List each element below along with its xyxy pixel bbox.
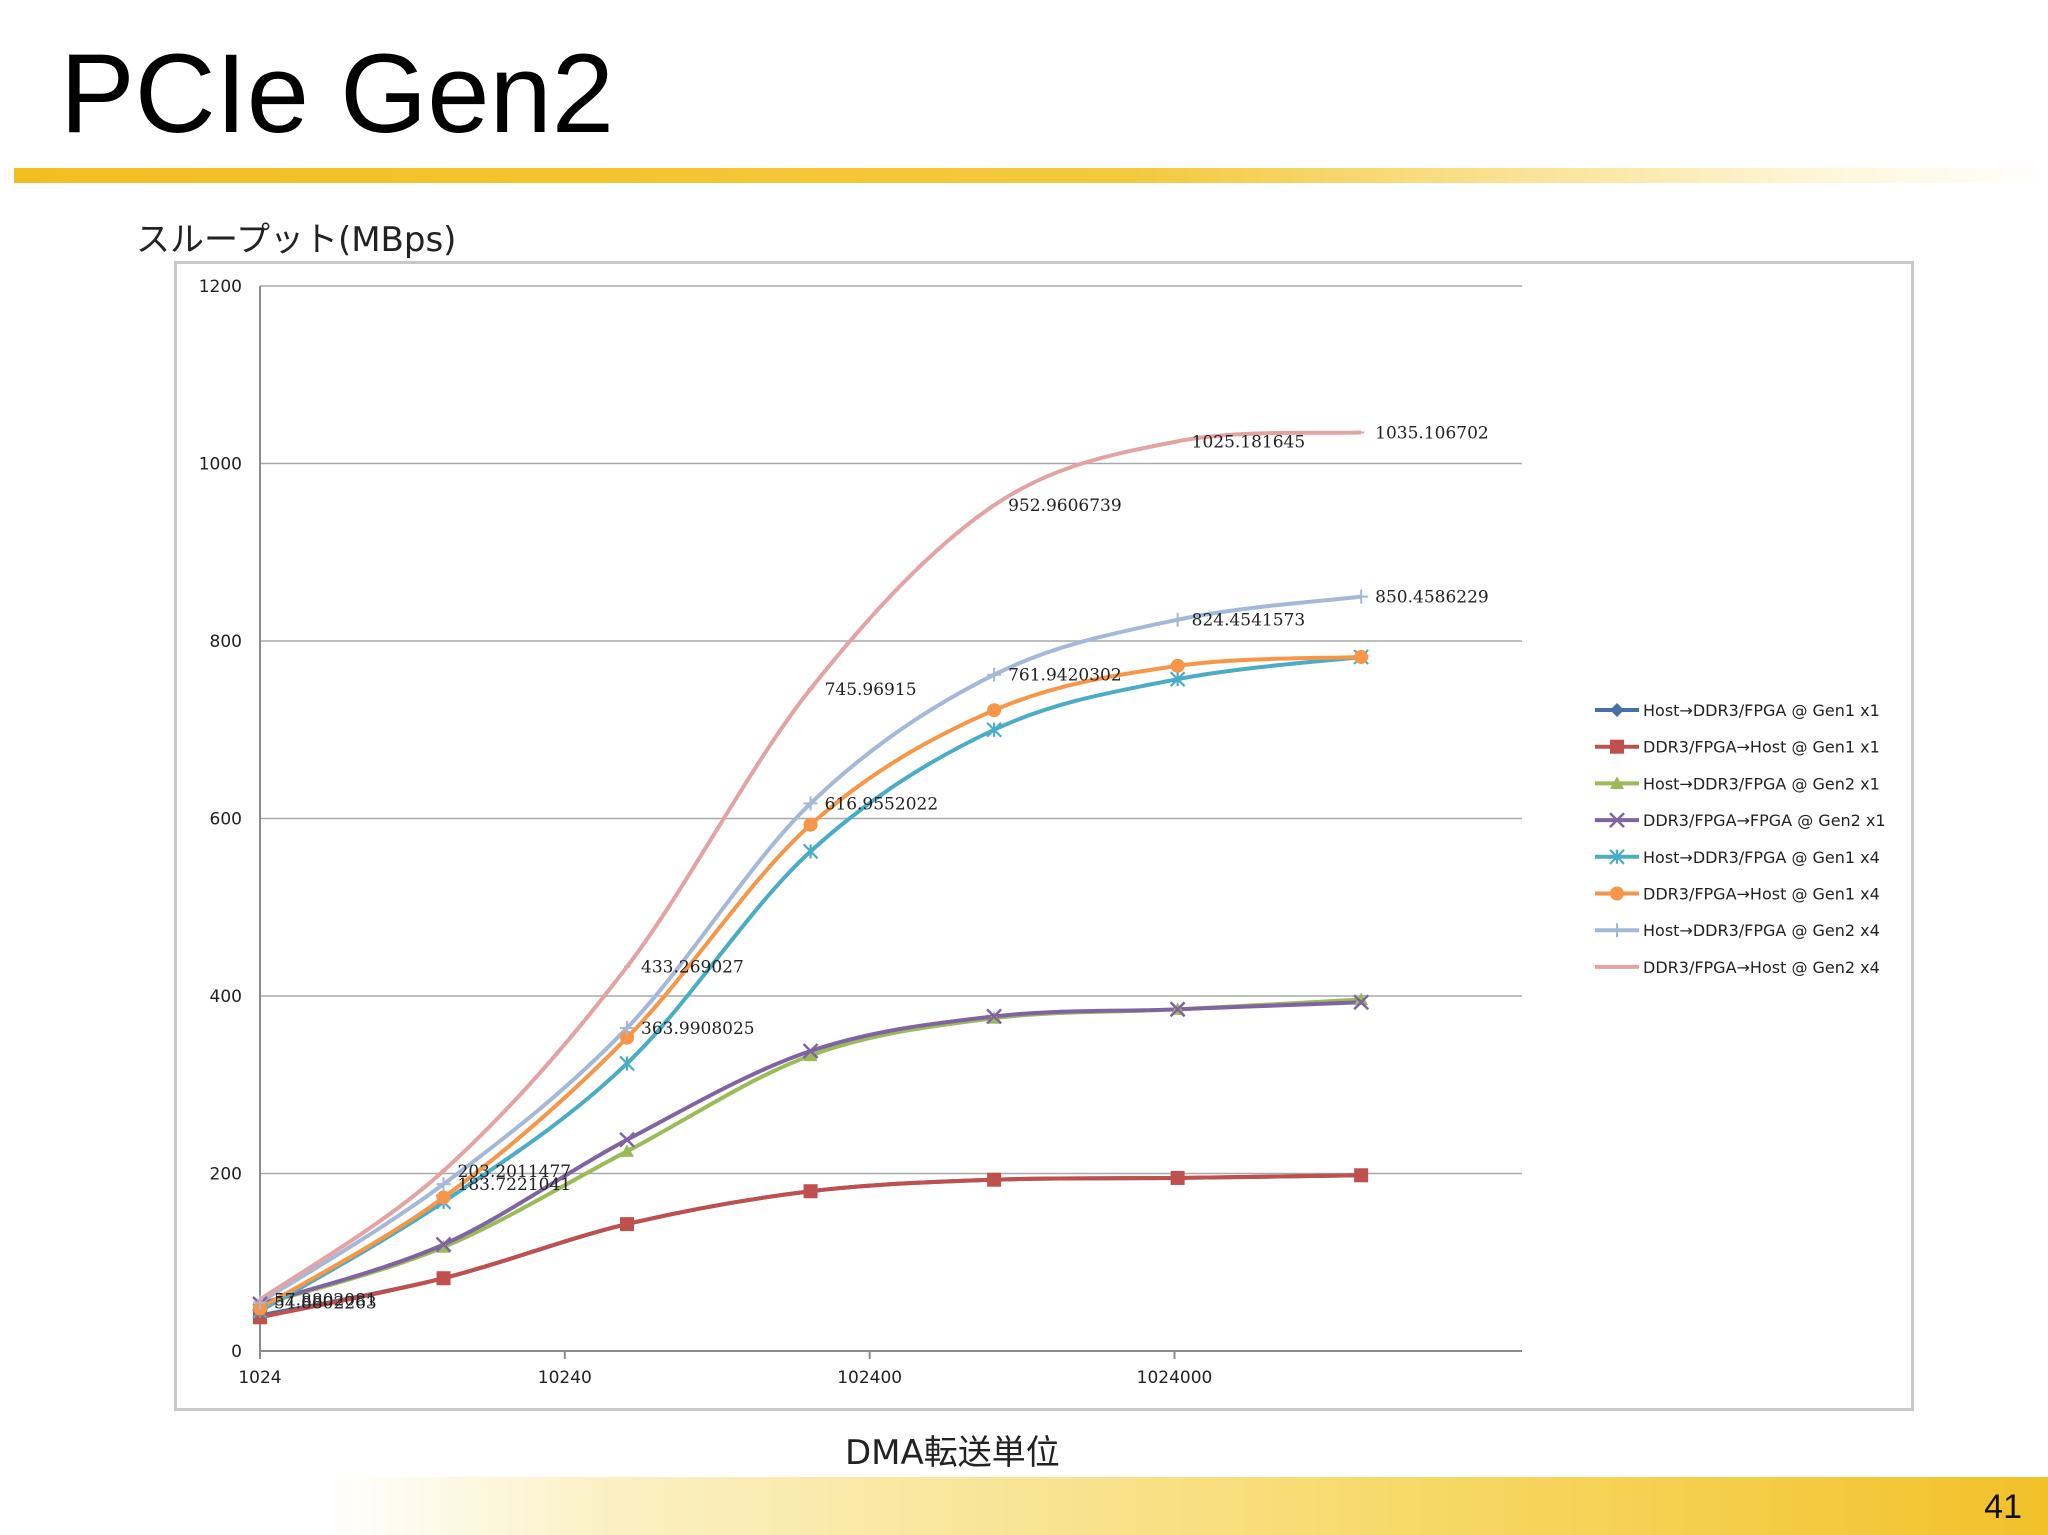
legend-marker [1609,849,1625,865]
series-line [258,654,1362,1313]
data-label: 433.269027 [641,958,744,978]
data-point [1354,649,1369,664]
data-point [987,667,1002,682]
x-tick-label: 10240 [538,1368,592,1388]
data-point [620,1144,635,1157]
legend-marker [1610,776,1624,789]
legend-marker [1609,812,1625,828]
data-point [435,1236,452,1253]
data-point [986,1008,1002,1025]
y-axis-label: スループット(MBps) [136,220,457,260]
y-tick-label: 200 [210,1165,242,1185]
data-point [620,1020,635,1035]
data-point [802,843,819,860]
data-point [1170,658,1185,673]
data-point [803,817,818,832]
legend-marker [1610,886,1624,901]
series-line [258,654,1362,1311]
data-point [802,1043,819,1059]
legend-marker [1610,703,1624,717]
y-tick-label: 600 [210,810,242,830]
data-point [1353,994,1370,1011]
legend-entry: DDR3/FPGA→Host @ Gen2 x4 [1643,958,1880,977]
data-point [1170,612,1185,627]
data-label: 57.8802081 [274,1291,377,1311]
data-point [1169,671,1186,687]
data-point [620,1030,635,1045]
data-point [436,1271,451,1286]
data-point [986,721,1002,738]
legend-entry: Host→DDR3/FPGA @ Gen2 x1 [1643,774,1880,793]
grid-lines [260,285,1522,1175]
data-label: 952.9606739 [1008,496,1122,516]
axes: 0 200 400 600 800 1000 1200 1024 10240 102400 1024… [199,277,1522,1388]
legend-entry: Host→DDR3/FPGA @ Gen2 x4 [1643,921,1880,940]
data-label: 183.7221041 [458,1175,572,1195]
data-point [619,1131,635,1148]
data-label: 54.8802263 [274,1293,377,1313]
data-point [436,1190,451,1205]
data-label: 850.4586229 [1375,588,1489,608]
legend-entry: Host→DDR3/FPGA @ Gen1 x1 [1643,701,1880,720]
x-tick-label: 1024000 [1137,1368,1213,1388]
data-point [1354,1168,1369,1183]
footer-band [0,1477,2048,1535]
legend-marker [1610,923,1624,938]
x-tick-label: 1024 [238,1368,281,1388]
data-point [987,703,1002,718]
data-point [803,1048,818,1062]
data-point [803,796,818,811]
y-tick-label: 0 [231,1342,242,1362]
data-point [620,1217,635,1232]
data-point [1170,1170,1185,1185]
data-point [619,1055,635,1072]
series-line [258,430,1362,1302]
data-label: 1035.106702 [1375,423,1489,443]
data-point [1169,1001,1186,1018]
slide-title: PCIe Gen2 [60,31,615,156]
legend-marker [1610,739,1624,754]
legend-entry: DDR3/FPGA→FPGA @ Gen2 x1 [1643,811,1886,830]
x-axis-label: DMA転送単位 [845,1433,1060,1473]
data-point [253,1295,267,1310]
data-label: 761.9420302 [1008,666,1122,686]
series-line [259,1000,1362,1306]
legend-entry: Host→DDR3/FPGA @ Gen1 x4 [1643,848,1880,867]
x-tick-label: 102400 [837,1368,902,1388]
slide-number: 41 [1984,1488,2022,1526]
y-tick-label: 800 [210,632,242,652]
series-line [259,997,1362,1307]
data-point [803,1184,818,1199]
legend-entry: DDR3/FPGA→Host @ Gen1 x1 [1643,738,1880,757]
data-point [1354,992,1369,1006]
y-tick-label: 400 [210,987,242,1007]
y-tick-label: 1000 [199,455,242,475]
title-underline [14,168,2048,183]
data-point [987,1172,1002,1187]
data-point [436,1177,451,1192]
data-label: 745.96915 [825,680,917,700]
series-markers [252,431,1370,1325]
legend-entry: DDR3/FPGA→Host @ Gen1 x4 [1643,885,1880,904]
legend: Host→DDR3/FPGA @ Gen1 x1 DDR3/FPGA→Host @… [1595,701,1886,977]
data-label: 616.9552022 [825,794,939,814]
data-label: 1025.181645 [1192,432,1306,452]
data-label: 824.4541573 [1192,611,1306,631]
throughput-line-chart: 0 200 400 600 800 1000 1200 1024 10240 102400 1024… [199,277,1886,1388]
y-tick-label: 1200 [199,277,242,297]
data-label: 363.9908025 [641,1019,755,1039]
chart-frame: 0 200 400 600 800 1000 1200 1024 10240 102400 1024… [174,261,1914,1411]
data-point [1354,589,1369,604]
data-label: 203.2011477 [458,1162,572,1182]
